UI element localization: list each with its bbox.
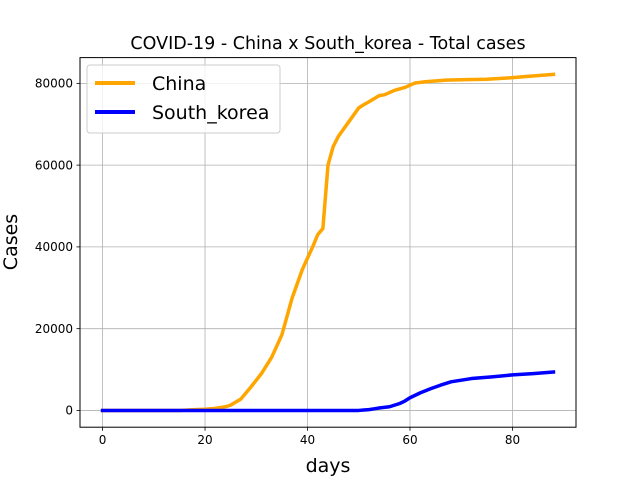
chart-title: COVID-19 - China x South_korea - Total c… [130,34,525,54]
series-lines [100,72,556,413]
x-tick-label: 20 [197,433,212,447]
series-line-china [100,72,556,413]
x-tick-label: 40 [300,433,315,447]
y-tick-label: 60000 [35,158,73,172]
x-tick-label: 0 [99,433,107,447]
y-tick-label: 80000 [35,77,73,91]
y-tick-label: 20000 [35,322,73,336]
legend-label-south-korea: South_korea [152,102,269,124]
x-tick-label: 80 [505,433,520,447]
legend: China South_korea [86,64,281,134]
y-tick-label: 0 [65,404,73,418]
axis-ticks: 0 20 40 60 80 0 20000 40000 60000 80000 [35,77,520,448]
legend-box [86,64,281,134]
series-line-south-korea [100,370,556,413]
plot-frame [79,57,577,428]
legend-label-china: China [152,73,206,95]
y-tick-label: 40000 [35,240,73,254]
x-tick-label: 60 [402,433,417,447]
y-axis-label: Cases [0,214,22,270]
x-axis-label: days [306,455,351,477]
